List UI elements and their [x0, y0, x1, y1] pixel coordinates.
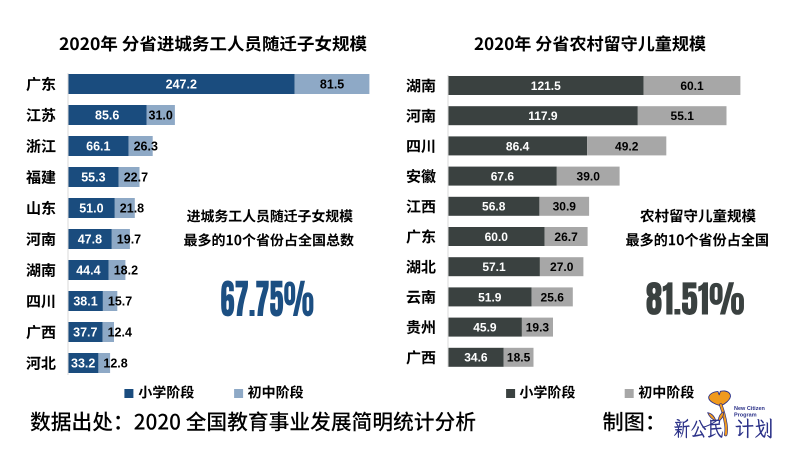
svg-text:44.4: 44.4 [76, 264, 100, 278]
svg-text:49.2: 49.2 [615, 139, 639, 153]
svg-text:26.3: 26.3 [134, 140, 158, 154]
svg-text:30.9: 30.9 [553, 200, 577, 214]
svg-text:34.6: 34.6 [464, 351, 488, 365]
svg-text:117.9: 117.9 [528, 109, 558, 123]
svg-text:51.0: 51.0 [79, 202, 103, 216]
svg-text:39.0: 39.0 [577, 170, 601, 184]
svg-text:25.6: 25.6 [541, 290, 565, 304]
svg-text:37.7: 37.7 [73, 326, 97, 340]
svg-text:31.0: 31.0 [149, 109, 173, 123]
svg-text:Program: Program [734, 413, 757, 419]
svg-text:12.8: 12.8 [103, 357, 127, 371]
svg-text:22.7: 22.7 [124, 171, 148, 185]
svg-text:121.5: 121.5 [531, 79, 561, 93]
svg-text:66.1: 66.1 [86, 140, 110, 154]
svg-text:57.1: 57.1 [482, 260, 506, 274]
svg-text:New Citizen: New Citizen [734, 406, 766, 412]
svg-text:60.1: 60.1 [680, 79, 704, 93]
svg-text:19.3: 19.3 [526, 321, 550, 335]
svg-text:55.3: 55.3 [81, 171, 105, 185]
svg-text:45.9: 45.9 [473, 321, 497, 335]
svg-text:27.0: 27.0 [550, 260, 574, 274]
svg-text:18.2: 18.2 [114, 264, 138, 278]
svg-text:12.4: 12.4 [108, 326, 132, 340]
svg-text:81.5: 81.5 [320, 78, 344, 92]
svg-text:26.7: 26.7 [554, 230, 578, 244]
svg-text:55.1: 55.1 [671, 109, 695, 123]
svg-text:86.4: 86.4 [506, 139, 530, 153]
svg-text:47.8: 47.8 [78, 233, 102, 247]
svg-text:19.7: 19.7 [117, 233, 141, 247]
svg-text:15.7: 15.7 [108, 295, 132, 309]
svg-text:18.5: 18.5 [507, 351, 531, 365]
svg-text:33.2: 33.2 [71, 357, 95, 371]
svg-text:38.1: 38.1 [73, 295, 97, 309]
svg-text:56.8: 56.8 [482, 200, 506, 214]
svg-text:85.6: 85.6 [95, 109, 119, 123]
svg-text:247.2: 247.2 [166, 78, 197, 92]
svg-text:67.6: 67.6 [491, 170, 515, 184]
svg-text:51.9: 51.9 [478, 290, 502, 304]
svg-text:21.8: 21.8 [120, 202, 144, 216]
svg-text:60.0: 60.0 [485, 230, 509, 244]
